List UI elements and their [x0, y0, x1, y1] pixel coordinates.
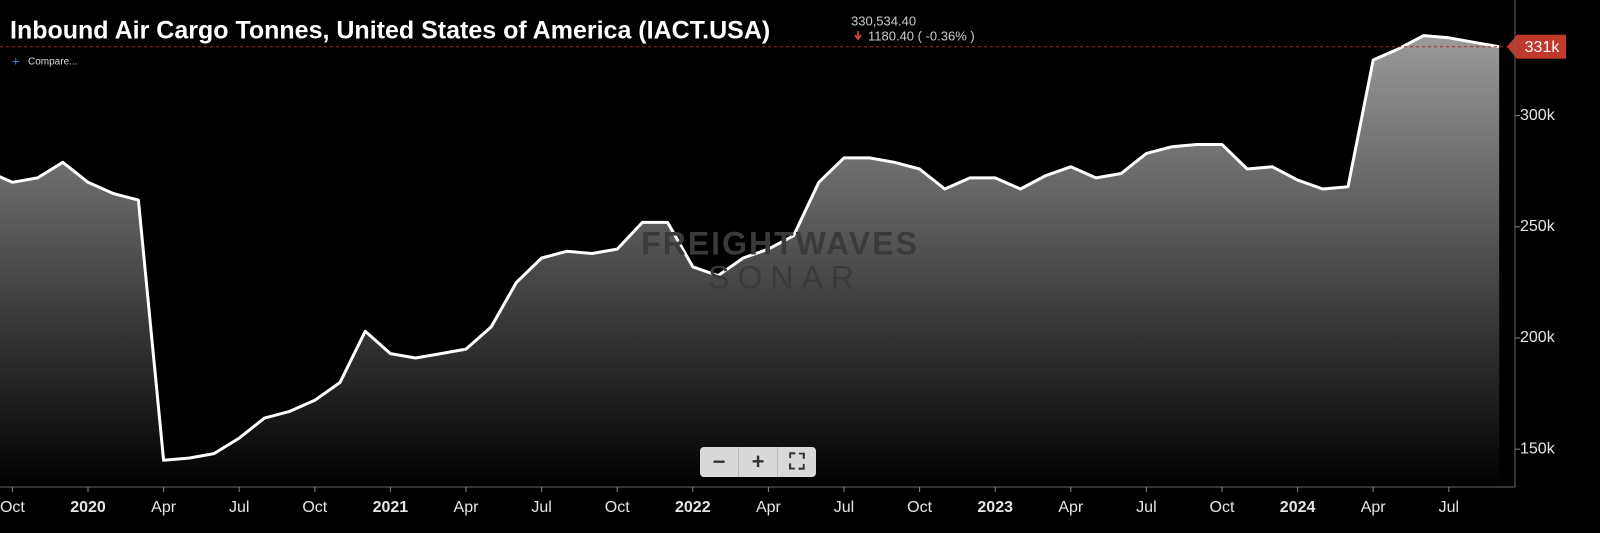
x-tick-label: 2021 [373, 499, 409, 516]
down-arrow [854, 31, 862, 41]
y-tick-label: 300k [1520, 107, 1556, 124]
compare-plus: + [12, 53, 20, 68]
x-tick-label: Oct [0, 499, 25, 516]
y-tick-label: 250k [1520, 218, 1556, 235]
x-tick-label: Jul [229, 499, 249, 516]
x-tick-label: Oct [1210, 499, 1235, 516]
change: 1180.40 ( -0.36% ) [868, 28, 975, 43]
x-tick-label: Jul [1439, 499, 1459, 516]
x-tick-label: 2020 [70, 499, 106, 516]
zoom-in[interactable]: + [739, 447, 778, 477]
chart-title: Inbound Air Cargo Tonnes, United States … [10, 17, 770, 45]
watermark: FREIGHTWAVES [641, 225, 919, 261]
x-tick-label: Apr [1058, 499, 1084, 516]
compare[interactable]: Compare... [28, 57, 77, 68]
x-tick-label: Jul [1136, 499, 1156, 516]
x-tick-label: Apr [454, 499, 480, 516]
current-value: 330,534.40 [851, 13, 916, 28]
zoom-out[interactable]: − [700, 447, 739, 477]
x-tick-label: 2023 [977, 499, 1013, 516]
y-tick-label: 150k [1520, 440, 1556, 457]
last-value-badge [1507, 34, 1566, 59]
x-tick-label: Apr [151, 499, 177, 516]
x-tick-label: Jul [834, 499, 854, 516]
fullscreen[interactable]: ⛶ [789, 449, 805, 474]
x-tick-label: Oct [302, 499, 327, 516]
x-tick-label: 2022 [675, 499, 711, 516]
x-tick-label: Jul [531, 499, 551, 516]
x-tick-label: Oct [605, 499, 630, 516]
x-tick-label: Oct [907, 499, 932, 516]
x-tick-label: 2024 [1280, 499, 1316, 516]
zoom-controls: − + ⛶ [700, 447, 816, 477]
last-value-label: 331k [1525, 39, 1561, 56]
x-tick-label: Apr [756, 499, 782, 516]
y-tick-label: 200k [1520, 329, 1556, 346]
x-tick-label: Apr [1361, 499, 1387, 516]
area [0, 35, 1500, 487]
line [0, 34, 1500, 462]
watermark: SONAR [708, 259, 862, 295]
